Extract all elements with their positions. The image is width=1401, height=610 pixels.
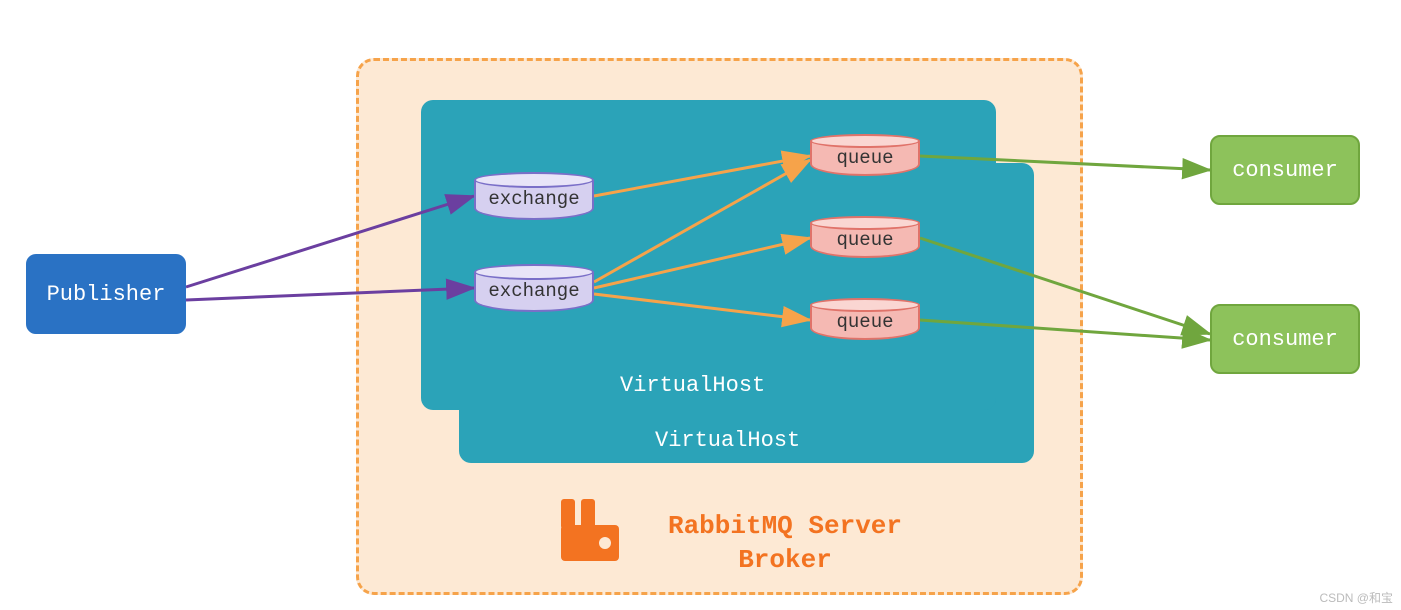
queue-node-2: queue: [810, 298, 920, 340]
virtualhost-front-label: VirtualHost: [620, 373, 765, 398]
rabbitmq-logo-icon: [555, 495, 625, 570]
broker-title-line1: RabbitMQ Server: [668, 511, 902, 541]
queue-label-0: queue: [836, 147, 893, 169]
broker-title-line2: Broker: [738, 545, 832, 575]
consumer-label-1: consumer: [1232, 327, 1338, 352]
queue-node-1: queue: [810, 216, 920, 258]
virtualhost-back-label: VirtualHost: [655, 428, 800, 453]
consumer-label-0: consumer: [1232, 158, 1338, 183]
broker-title: RabbitMQ Server Broker: [660, 510, 910, 578]
watermark-text: CSDN @和宝: [1319, 589, 1393, 606]
exchange-label-0: exchange: [488, 188, 579, 210]
queue-label-1: queue: [836, 229, 893, 251]
exchange-node-0: exchange: [474, 172, 594, 220]
consumer-node-0: consumer: [1210, 135, 1360, 205]
publisher-node: Publisher: [26, 254, 186, 334]
exchange-label-1: exchange: [488, 280, 579, 302]
consumer-node-1: consumer: [1210, 304, 1360, 374]
queue-label-2: queue: [836, 311, 893, 333]
queue-node-0: queue: [810, 134, 920, 176]
publisher-label: Publisher: [47, 282, 166, 307]
exchange-node-1: exchange: [474, 264, 594, 312]
